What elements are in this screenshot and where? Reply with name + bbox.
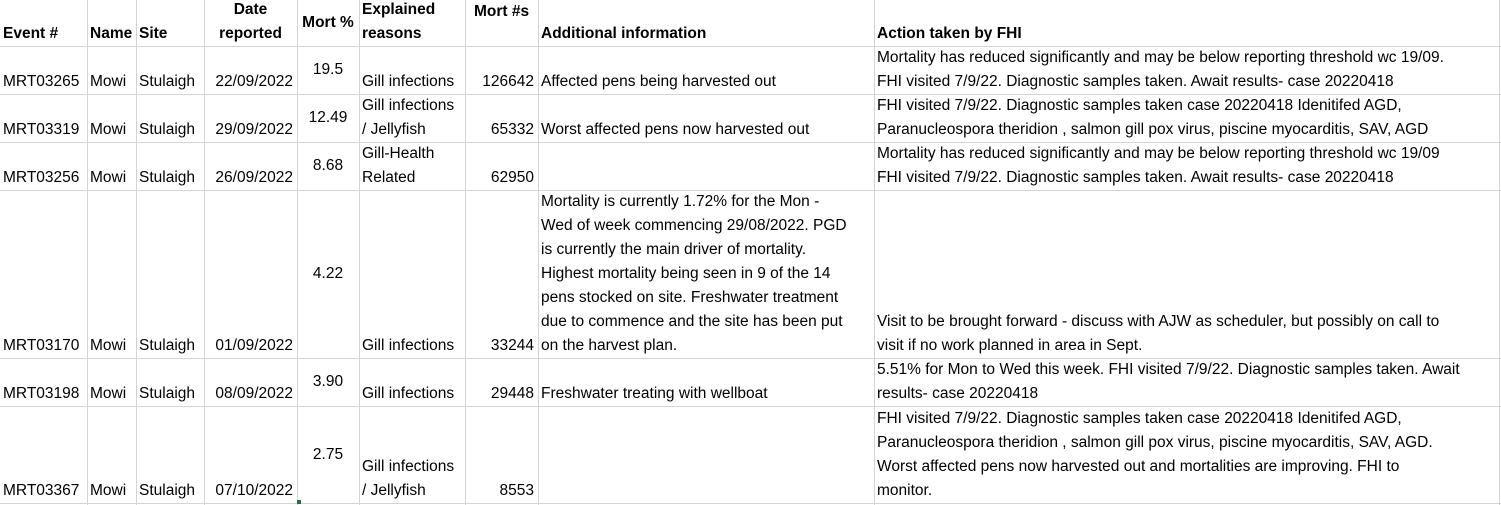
header-reasons[interactable]: Explained reasons — [362, 1, 436, 42]
cell-mort-pct[interactable]: 2.75 — [312, 445, 344, 463]
cell-mort-num[interactable]: 8553 — [499, 482, 534, 499]
cell-info[interactable]: Mortality is currently 1.72% for the Mon… — [541, 193, 847, 354]
cell-name[interactable]: Mowi — [90, 337, 127, 354]
cell-name[interactable]: Mowi — [90, 169, 127, 186]
column-divider — [1499, 0, 1500, 505]
cell-name[interactable]: Mowi — [90, 385, 127, 402]
column-divider — [87, 0, 88, 505]
cell-date[interactable]: 08/09/2022 — [215, 385, 293, 402]
header-action[interactable]: Action taken by FHI — [877, 25, 1022, 42]
row-divider — [0, 358, 1501, 359]
cell-site[interactable]: Stulaigh — [139, 121, 196, 138]
cell-reasons[interactable]: Gill infections / Jellyfish — [362, 97, 455, 138]
cell-date[interactable]: 01/09/2022 — [215, 337, 293, 354]
cell-mort-pct[interactable]: 4.22 — [312, 265, 344, 282]
cell-event[interactable]: MRT03265 — [3, 73, 80, 90]
cell-mort-num[interactable]: 126642 — [482, 73, 534, 90]
fill-handle[interactable] — [297, 500, 301, 504]
row-divider — [0, 46, 1501, 47]
header-name[interactable]: Name — [90, 25, 133, 42]
header-event[interactable]: Event # — [3, 25, 59, 42]
cell-name[interactable]: Mowi — [90, 121, 127, 138]
cell-reasons[interactable]: Gill infections — [362, 73, 455, 90]
row-divider — [0, 503, 1501, 504]
cell-site[interactable]: Stulaigh — [139, 73, 196, 90]
header-site[interactable]: Site — [139, 25, 168, 42]
cell-event[interactable]: MRT03367 — [3, 482, 80, 499]
cell-action[interactable]: Mortality has reduced significantly and … — [877, 49, 1444, 90]
cell-info[interactable] — [538, 142, 874, 190]
column-divider — [204, 0, 205, 505]
cell-event[interactable]: MRT03319 — [3, 121, 80, 138]
cell-info[interactable]: Freshwater treating with wellboat — [541, 385, 768, 402]
cell-date[interactable]: 26/09/2022 — [215, 169, 293, 186]
header-date[interactable]: Date reported — [219, 1, 282, 42]
column-divider — [136, 0, 137, 505]
column-divider — [465, 0, 466, 505]
cell-date[interactable]: 29/09/2022 — [215, 121, 293, 138]
header-info[interactable]: Additional information — [541, 25, 707, 42]
cell-action[interactable]: Visit to be brought forward - discuss wi… — [877, 313, 1440, 354]
cell-date[interactable]: 22/09/2022 — [215, 73, 293, 90]
cell-info[interactable]: Affected pens being harvested out — [541, 73, 776, 90]
cell-mort-pct[interactable]: 12.49 — [308, 109, 348, 126]
cell-event[interactable]: MRT03170 — [3, 337, 80, 354]
cell-action[interactable]: FHI visited 7/9/22. Diagnostic samples t… — [877, 97, 1429, 138]
cell-site[interactable]: Stulaigh — [139, 337, 196, 354]
row-divider — [0, 94, 1501, 95]
column-divider — [297, 0, 298, 505]
cell-name[interactable]: Mowi — [90, 482, 127, 499]
header-mort-num[interactable]: Mort #s — [473, 3, 530, 20]
cell-info[interactable]: Worst affected pens now harvested out — [541, 121, 810, 138]
column-divider — [874, 0, 875, 505]
row-divider — [0, 142, 1501, 143]
cell-site[interactable]: Stulaigh — [139, 385, 196, 402]
cell-mort-pct[interactable]: 3.90 — [312, 373, 344, 390]
cell-site[interactable]: Stulaigh — [139, 169, 196, 186]
cell-name[interactable]: Mowi — [90, 73, 127, 90]
cell-info[interactable] — [538, 406, 874, 503]
cell-mort-pct[interactable]: 19.5 — [312, 61, 344, 78]
header-mort-pct[interactable]: Mort % — [302, 14, 354, 31]
cell-event[interactable]: MRT03198 — [3, 385, 80, 402]
cell-mort-num[interactable]: 62950 — [490, 169, 534, 186]
column-divider — [359, 0, 360, 505]
cell-mort-num[interactable]: 65332 — [490, 121, 534, 138]
cell-mort-num[interactable]: 33244 — [490, 337, 534, 354]
cell-date[interactable]: 07/10/2022 — [215, 482, 293, 499]
cell-action[interactable]: 5.51% for Mon to Wed this week. FHI visi… — [877, 361, 1460, 402]
cell-mort-num[interactable]: 29448 — [490, 385, 534, 402]
cell-event[interactable]: MRT03256 — [3, 169, 80, 186]
cell-action[interactable]: Mortality has reduced significantly and … — [877, 145, 1440, 186]
cell-reasons[interactable]: Gill-Health Related — [362, 145, 435, 186]
cell-reasons[interactable]: Gill infections / Jellyfish — [362, 458, 455, 499]
cell-action[interactable]: FHI visited 7/9/22. Diagnostic samples t… — [877, 410, 1433, 499]
cell-mort-pct[interactable]: 8.68 — [312, 157, 344, 174]
cell-reasons[interactable]: Gill infections — [362, 337, 455, 354]
row-divider — [0, 406, 1501, 407]
column-divider — [538, 0, 539, 505]
row-divider — [0, 190, 1501, 191]
cell-site[interactable]: Stulaigh — [139, 482, 196, 499]
cell-reasons[interactable]: Gill infections — [362, 385, 455, 402]
